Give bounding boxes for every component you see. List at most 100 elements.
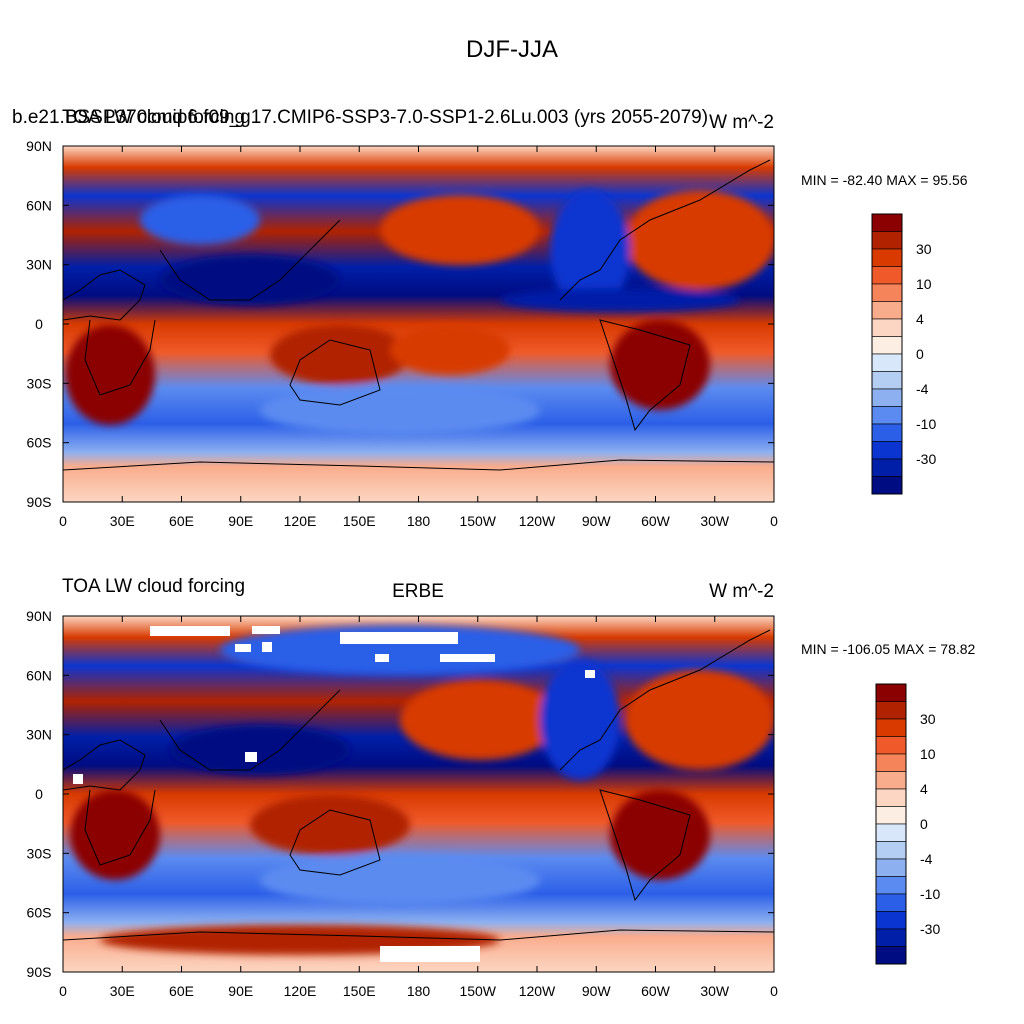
colorbar2-segment (875, 788, 907, 807)
panel2-xtick-label: 60W (641, 983, 671, 999)
colorbar1-frame (871, 213, 903, 495)
panel2-ytick-label: 90S (27, 964, 52, 980)
panel2-units: W m^-2 (709, 581, 774, 602)
panel2-xtick-label: 150E (343, 983, 376, 999)
panel1-ytick-label: 30S (27, 375, 52, 391)
panel2-ytick-label: 0 (35, 786, 43, 802)
colorbar2-segment (875, 701, 907, 720)
panel1-ytick-label: 90S (27, 494, 52, 510)
colorbar1-segment (871, 476, 903, 495)
panel2-xtick-label: 90E (228, 983, 253, 999)
colorbar2-label: -30 (920, 921, 940, 937)
panel1-xtick-label: 120W (519, 513, 556, 529)
colorbar2-label: 4 (920, 781, 928, 797)
panel2-ytick-label: 60S (27, 905, 52, 921)
panel1-ytick-label: 0 (35, 316, 43, 332)
panel2-xtick-label: 90W (582, 983, 612, 999)
colorbar2-label: -4 (920, 851, 933, 867)
panel2-coastlines (63, 629, 774, 941)
panel1-xtick-label: 30W (700, 513, 730, 529)
panel2-xtick-label: 60E (169, 983, 194, 999)
colorbar2-segment (875, 858, 907, 877)
colorbar1-segment (871, 248, 903, 267)
colorbar2-segment (875, 946, 907, 965)
colorbar1-segment (871, 406, 903, 425)
colorbar1-segment (871, 318, 903, 337)
panel1-case-title: b.e21.BSSP370cmip6.f09_g17.CMIP6-SSP3-7.… (12, 107, 708, 128)
colorbar1-segment (871, 441, 903, 460)
colorbar1-label: -4 (916, 381, 929, 397)
colorbar2-segment (875, 823, 907, 842)
colorbar1-segment (871, 283, 903, 302)
colorbar2-frame (875, 683, 907, 965)
colorbar1-label: -10 (916, 416, 936, 432)
colorbar2-label: -10 (920, 886, 940, 902)
panel2-xtick-label: 30E (110, 983, 135, 999)
colorbar1-segment (871, 353, 903, 372)
colorbar1-label: 30 (916, 241, 932, 257)
colorbar2-label: 10 (920, 746, 936, 762)
panel1-map (63, 146, 774, 502)
panel2-xtick-label: 180 (407, 983, 431, 999)
panel1-xtick-label: 30E (110, 513, 135, 529)
colorbar1-label: -30 (916, 451, 936, 467)
axes-layer: 0 30E 60E 90E 120E 150E 180 150W 120W 90W 60W 30W 09… (26, 138, 778, 999)
panel2-anomaly-blobs (70, 625, 774, 955)
colorbar2-segment (875, 736, 907, 755)
colorbar2-label: 0 (920, 816, 928, 832)
panel2-min-max: MIN = -106.05 MAX = 78.82 (801, 641, 976, 657)
colorbar2-segment (875, 753, 907, 772)
panel1-ytick-label: 60S (27, 435, 52, 451)
colorbar2-segment (875, 928, 907, 947)
panel2-map (63, 616, 774, 972)
panel1-xtick-label: 60W (641, 513, 671, 529)
colorbar2-segment (875, 806, 907, 825)
panel1-units: W m^-2 (709, 112, 774, 133)
panel1-xtick-label: 60E (169, 513, 194, 529)
colorbar2-segment (875, 718, 907, 737)
colorbar2-segment (875, 683, 907, 702)
panel1-xtick-label: 90E (228, 513, 253, 529)
panel2-ytick-label: 30N (26, 727, 52, 743)
colorbar1-label: 4 (916, 311, 924, 327)
panel1-xtick-label: 150W (459, 513, 496, 529)
colorbar2-segment (875, 893, 907, 912)
panel1-xtick-label: 90W (582, 513, 612, 529)
panel2-xtick-label: 0 (770, 983, 778, 999)
colorbars-layer: 30 10 4 0 -4 -10 -30 30 10 4 0 -4 -10 -30 (871, 213, 940, 965)
panel1-variable-title: TOA LW cloud forcing (62, 107, 245, 128)
panel1-xtick-label: 0 (770, 513, 778, 529)
colorbar1-label: 10 (916, 276, 932, 292)
colorbar1-segment (871, 423, 903, 442)
panel2-xtick-label: 150W (459, 983, 496, 999)
panel1-ytick-label: 90N (26, 138, 52, 154)
colorbar2-segment (875, 771, 907, 790)
panel2-ytick-label: 60N (26, 667, 52, 683)
panel2-xtick-label: 120W (519, 983, 556, 999)
panel1-xtick-label: 0 (59, 513, 67, 529)
panel2-xtick-label: 30W (700, 983, 730, 999)
colorbar1-label: 0 (916, 346, 924, 362)
colorbar2-label: 30 (920, 711, 936, 727)
colorbar2-segment (875, 876, 907, 895)
panel2-dataset-title: ERBE (392, 581, 444, 602)
panel2-ytick-label: 30S (27, 845, 52, 861)
panel2-ytick-label: 90N (26, 608, 52, 624)
panel1-xtick-label: 120E (284, 513, 317, 529)
panel1-xtick-label: 180 (407, 513, 431, 529)
colorbar1-segment (871, 213, 903, 232)
panel1-ytick-label: 60N (26, 197, 52, 213)
page-title: DJF-JJA (466, 36, 558, 63)
colorbar1-segment (871, 301, 903, 320)
panel1-min-max: MIN = -82.40 MAX = 95.56 (801, 172, 968, 188)
colorbar2-segment (875, 841, 907, 860)
panel2-xtick-label: 120E (284, 983, 317, 999)
panel2-variable-title: TOA LW cloud forcing (62, 576, 245, 597)
colorbar1-segment (871, 458, 903, 477)
panel2-missing-data (73, 626, 595, 962)
panel1-xtick-label: 150E (343, 513, 376, 529)
colorbar1-segment (871, 371, 903, 390)
panel1-ytick-label: 30N (26, 257, 52, 273)
panel2-xtick-label: 0 (59, 983, 67, 999)
colorbar1-segment (871, 266, 903, 285)
